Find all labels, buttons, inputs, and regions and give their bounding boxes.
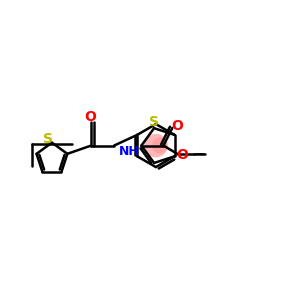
Text: S: S xyxy=(149,115,159,129)
Text: O: O xyxy=(171,119,183,134)
Text: —: — xyxy=(193,148,204,158)
Circle shape xyxy=(144,134,168,158)
Text: O: O xyxy=(85,110,97,124)
Text: NH: NH xyxy=(118,145,139,158)
Text: O: O xyxy=(177,148,189,162)
Text: S: S xyxy=(43,132,52,146)
Circle shape xyxy=(152,138,168,154)
